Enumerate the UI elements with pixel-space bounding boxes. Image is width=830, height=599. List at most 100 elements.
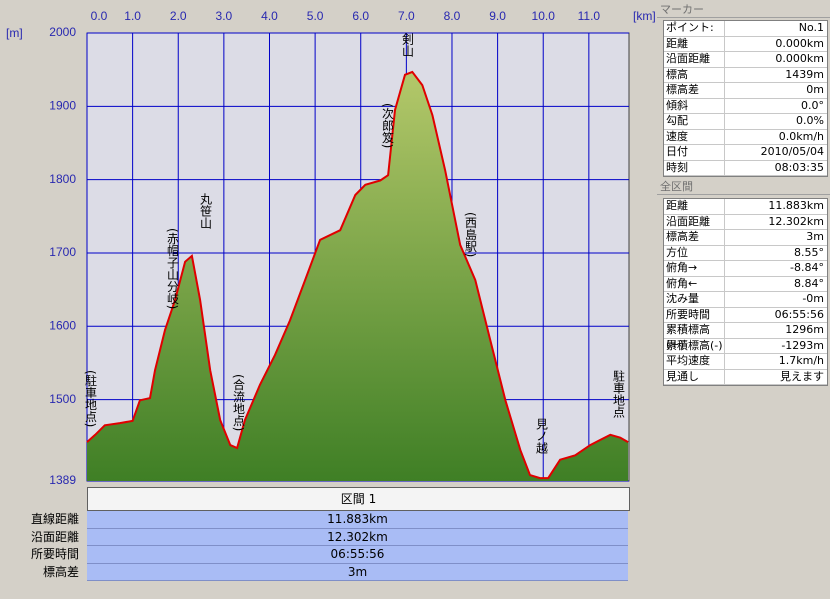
place-label: (合流地点)	[232, 374, 246, 431]
section-title: 区間 1	[87, 487, 630, 511]
place-label: 駐車地点	[612, 369, 626, 418]
row-value: 8.55°	[794, 245, 824, 259]
table-row: 累積標高(+) 1296m	[664, 323, 827, 351]
table-row: 所要時間 06:55:56	[0, 546, 630, 564]
row-value: 12.302km	[768, 214, 824, 228]
place-label: (次郎笈)	[381, 103, 395, 148]
place-label: 見ノ越	[535, 418, 549, 455]
row-label: 勾配	[664, 114, 725, 129]
place-label: (西島駅)	[464, 212, 478, 257]
table-row: 傾斜 0.0°	[664, 98, 827, 114]
table-row: 沿面距離 12.302km	[664, 214, 827, 230]
row-value: 08:03:35	[774, 160, 824, 174]
table-row: 標高差 3m	[664, 230, 827, 246]
row-value: 0m	[806, 83, 824, 96]
y-tick-label: 1389	[49, 473, 76, 486]
row-value: 0.000km	[775, 52, 824, 65]
row-value: No.1	[798, 21, 824, 34]
row-label: 俯角→	[664, 261, 725, 276]
x-tick-label: 6.0	[352, 9, 369, 23]
row-value: 0.000km	[775, 36, 824, 50]
row-label: 方位	[664, 245, 725, 260]
row-value: 見えます	[780, 369, 824, 383]
table-row: 標高差 3m	[0, 563, 630, 581]
row-value: 11.883km	[768, 199, 824, 212]
row-value: -1293m	[781, 338, 824, 352]
row-label: 見通し	[664, 369, 725, 384]
row-label: 累積標高(+)	[664, 323, 725, 351]
row-label: 沿面距離	[664, 214, 725, 229]
row-value: 06:55:56	[774, 307, 824, 321]
row-label: 傾斜	[664, 98, 725, 113]
x-tick-label: 8.0	[444, 9, 461, 23]
table-row: 沿面距離 12.302km	[0, 528, 630, 546]
x-tick-label: 2.0	[170, 9, 187, 23]
place-label: 丸笹山	[199, 193, 213, 229]
x-tick-label: 7.0	[398, 9, 415, 23]
table-row: 俯角← 8.84°	[664, 276, 827, 292]
row-label: 標高差	[664, 230, 725, 245]
row-value: 2010/05/04	[760, 145, 824, 158]
row-value: 11.883km	[87, 511, 628, 529]
x-tick-label: 4.0	[261, 9, 278, 23]
x-tick-label: 1.0	[124, 9, 141, 23]
row-value: 8.84°	[794, 276, 824, 290]
x-tick-label: 9.0	[489, 9, 506, 23]
profile-chart: [m] [km] 0.0 1.0 2.0 3.0 4.0 5.0 6.0 7.0 8.0 9.0 1…	[6, 9, 656, 486]
row-label: 俯角←	[664, 276, 725, 291]
place-label: 剣山	[401, 33, 415, 57]
y-tick-label: 1700	[49, 245, 76, 259]
row-label: 直線距離	[30, 512, 79, 526]
row-label: 標高差	[42, 564, 79, 579]
row-value: 1439m	[785, 67, 824, 81]
row-label: 時刻	[664, 160, 725, 175]
total-title: 全区間	[657, 179, 830, 195]
place-label: (駐車地点)	[84, 370, 98, 427]
table-row: 直線距離 11.883km	[0, 511, 630, 529]
table-row: 勾配 0.0%	[664, 114, 827, 130]
row-label: 沿面距離	[664, 52, 725, 67]
total-table: 距離 11.883km 沿面距離 12.302km 標高差 3m 方位 8.55° 俯角→ -8.…	[663, 198, 828, 386]
y-tick-label: 1900	[49, 98, 76, 112]
table-row: 標高 1439m	[664, 67, 827, 83]
row-label: 日付	[664, 145, 725, 160]
table-row: 累積標高(-) -1293m	[664, 338, 827, 354]
table-row: 方位 8.55°	[664, 245, 827, 261]
row-value: 1296m	[785, 323, 824, 336]
y-tick-label: 1500	[49, 392, 76, 406]
table-row: 標高差 0m	[664, 83, 827, 99]
table-row: 俯角→ -8.84°	[664, 261, 827, 277]
row-label: ポイント:	[664, 21, 725, 36]
x-tick-label: 0.0	[91, 9, 108, 23]
table-row: 沿面距離 0.000km	[664, 52, 827, 68]
row-value: 0.0km/h	[778, 129, 824, 143]
row-value: -8.84°	[790, 261, 824, 274]
row-label: 標高差	[664, 83, 725, 98]
row-label: 所要時間	[664, 307, 725, 322]
row-label: 累積標高(-)	[664, 338, 725, 353]
row-label: 距離	[664, 199, 725, 214]
row-value: 0.0°	[801, 98, 824, 112]
row-label: 沿面距離	[30, 529, 79, 544]
row-value: 1.7km/h	[778, 354, 824, 367]
profile-line	[86, 70, 629, 480]
x-tick-label: 10.0	[532, 9, 556, 23]
area-fill	[87, 71, 629, 482]
x-tick-label: 5.0	[307, 9, 324, 23]
table-row: ポイント: No.1	[664, 21, 827, 37]
x-tick-label: 3.0	[216, 9, 233, 23]
marker-table: ポイント: No.1 距離 0.000km 沿面距離 0.000km 標高 1439m 標高差 0…	[663, 20, 828, 177]
row-label: 沈み量	[664, 292, 725, 307]
y-axis-unit: [m]	[6, 26, 23, 40]
y-tick-label: 2000	[49, 25, 76, 39]
x-axis-unit: [km]	[633, 9, 656, 23]
row-label: 所要時間	[30, 547, 79, 561]
table-row: 速度 0.0km/h	[664, 129, 827, 145]
marker-title: マーカー	[657, 2, 830, 18]
table-row: 見通し 見えます	[664, 369, 827, 385]
row-label: 距離	[664, 36, 725, 51]
row-value: 12.302km	[87, 528, 628, 546]
table-row: 時刻 08:03:35	[664, 160, 827, 176]
row-label: 速度	[664, 129, 725, 144]
